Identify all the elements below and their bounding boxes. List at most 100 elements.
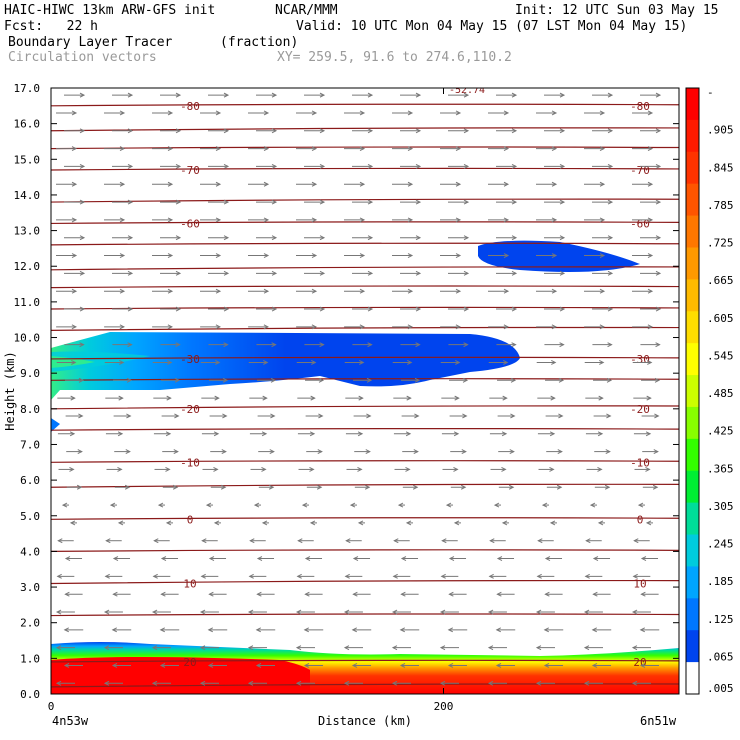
wind-vector-head [126, 377, 133, 383]
temperature-contour-line [51, 127, 679, 132]
wind-vector-head [119, 253, 126, 258]
wind-vector-head [365, 449, 371, 455]
plot-area: -80 -80 -70 -70 -60 -60 -30 -30 -20 -20 -10 -10 0 0 10… [51, 88, 679, 694]
wind-vector-head [127, 235, 134, 241]
wind-vector-head [127, 163, 134, 169]
temperature-contour-line [51, 517, 679, 520]
wind-vector-head [599, 110, 606, 116]
wind-vector-head [309, 431, 316, 437]
wind-vector-head [311, 146, 318, 152]
wind-vector-head [599, 360, 605, 365]
wind-vector-head [173, 449, 179, 455]
wind-vector-head [125, 449, 131, 455]
wind-vector-head [640, 591, 646, 597]
wind-vector-head [439, 645, 446, 651]
wind-vector-head [503, 110, 510, 116]
plot-frame [50, 87, 680, 695]
wind-vector-head [487, 680, 494, 686]
wind-vector-head [367, 92, 374, 98]
wind-vector-head [247, 645, 254, 651]
y-tick-label: 6.0 [20, 474, 40, 487]
colorbar-label: .485 [707, 387, 734, 400]
contour-label: 0 [637, 513, 644, 526]
wind-vector-head [415, 270, 422, 276]
wind-vector-head [311, 324, 317, 330]
wind-vector-head [160, 556, 167, 561]
colorbar-swatch [686, 215, 699, 248]
contour-label: 10 [183, 577, 196, 590]
wind-vector-head [440, 573, 446, 579]
wind-vector-head [592, 591, 598, 597]
wind-vector-head [551, 324, 557, 330]
y-tick-label: 17.0 [14, 82, 41, 95]
wind-vector-head [79, 199, 86, 205]
wind-vector-head [445, 502, 452, 508]
wind-vector-head [415, 128, 422, 134]
temperature-contour-line [51, 613, 679, 617]
wind-vector-head [607, 342, 613, 348]
wind-vector-head [175, 270, 182, 276]
wind-vector-head [647, 324, 653, 330]
wind-vector-head [263, 146, 270, 152]
wind-vector-head [543, 627, 550, 633]
wind-vector-head [631, 609, 638, 615]
wind-vector-head [297, 538, 303, 544]
wind-vector-head [167, 288, 174, 294]
wind-vector-head [69, 520, 76, 526]
y-tick-label: 3.0 [20, 581, 40, 594]
colorbar-swatch [686, 566, 699, 599]
colorbar-swatch [686, 375, 699, 408]
wind-vector-head [263, 217, 270, 223]
temperature-contour-line [51, 285, 679, 289]
wind-vector-head [391, 609, 398, 615]
wind-vector-head [400, 591, 406, 597]
temperature-contour-line [51, 549, 679, 553]
wind-vector-head [455, 146, 462, 152]
wind-vector-head [78, 413, 84, 419]
y-tick-label: 1.0 [20, 652, 40, 665]
wind-vector-head [345, 538, 351, 544]
wind-vector-head [271, 342, 277, 348]
wind-vector-head [222, 377, 229, 383]
wind-vector-head [271, 270, 278, 276]
wind-vector-head [592, 556, 599, 561]
wind-vector-head [317, 449, 323, 455]
wind-vector-head [175, 306, 182, 312]
wind-vector-head [647, 253, 654, 258]
wind-vector-head [175, 163, 182, 169]
colorbar-swatch [686, 88, 699, 121]
wind-vector-head [119, 146, 126, 152]
wind-vector-head [167, 181, 174, 187]
colorbar-swatch [686, 247, 699, 280]
colorbar-label: .905 [707, 124, 734, 137]
x-axis-label: Distance (km) [318, 714, 412, 728]
wind-vector-head [606, 413, 612, 419]
wind-vector-head [455, 110, 462, 116]
colorbar-label: .845 [707, 161, 734, 174]
wind-vector-head [71, 253, 78, 258]
wind-vector-head [55, 645, 62, 651]
wind-vector-head [501, 466, 507, 472]
wind-vector-head [583, 645, 590, 651]
wind-vector-head [256, 556, 263, 561]
temperature-contour-line [51, 405, 679, 410]
wind-vector-head [215, 110, 222, 116]
wind-vector-head [261, 466, 267, 472]
wind-vector-head [503, 217, 510, 223]
wind-vector-head [503, 146, 510, 152]
wind-vector-head [311, 253, 318, 258]
wind-vector-head [112, 591, 118, 597]
wind-vector-head [262, 395, 268, 401]
wind-vector-head [407, 217, 414, 223]
wind-vector-head [462, 377, 469, 383]
wind-vector-head [127, 199, 134, 205]
wind-vector-head [544, 556, 551, 561]
colorbar-swatch [686, 151, 699, 185]
wind-vector-head [70, 395, 76, 401]
contour-label: 10 [633, 577, 646, 590]
wind-vector-head [167, 146, 174, 152]
wind-vector-head [319, 128, 326, 134]
field-units: (fraction) [220, 35, 299, 50]
vectors-label: Circulation vectors [8, 50, 157, 65]
wind-vector-head [104, 573, 110, 579]
